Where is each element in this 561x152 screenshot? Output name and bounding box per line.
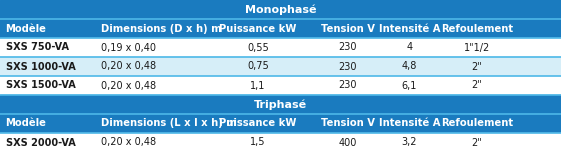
Text: SXS 750-VA: SXS 750-VA (6, 43, 68, 52)
Text: 2": 2" (471, 138, 482, 147)
Bar (0, 57, 561, 76)
Text: Intensité A: Intensité A (379, 119, 440, 128)
Text: 1"1/2: 1"1/2 (464, 43, 490, 52)
Text: 400: 400 (339, 138, 357, 147)
Text: Tension V: Tension V (321, 119, 375, 128)
Text: 1,5: 1,5 (250, 138, 266, 147)
Text: 2": 2" (471, 62, 482, 71)
Text: 230: 230 (339, 81, 357, 90)
Text: Puissance kW: Puissance kW (219, 119, 297, 128)
Text: 0,19 x 0,40: 0,19 x 0,40 (101, 43, 156, 52)
Bar (0, 76, 561, 95)
Text: Triphasé: Triphasé (254, 99, 307, 110)
Text: Tension V: Tension V (321, 24, 375, 33)
Text: 1,1: 1,1 (250, 81, 266, 90)
Text: Puissance kW: Puissance kW (219, 24, 297, 33)
Bar (0, 19, 561, 38)
Text: Monophasé: Monophasé (245, 4, 316, 15)
Text: 3,2: 3,2 (402, 138, 417, 147)
Text: 4: 4 (407, 43, 412, 52)
Text: Dimensions (L x l x h) m: Dimensions (L x l x h) m (101, 119, 237, 128)
Text: 0,75: 0,75 (247, 62, 269, 71)
Text: Intensité A: Intensité A (379, 24, 440, 33)
Text: 0,20 x 0,48: 0,20 x 0,48 (101, 138, 156, 147)
Text: Modèle: Modèle (6, 24, 47, 33)
Bar (0, 114, 561, 133)
Bar (0, 0, 561, 19)
Bar (0, 95, 561, 114)
Text: Refoulement: Refoulement (441, 119, 513, 128)
Text: 0,55: 0,55 (247, 43, 269, 52)
Text: SXS 1500-VA: SXS 1500-VA (6, 81, 75, 90)
Text: SXS 1000-VA: SXS 1000-VA (6, 62, 75, 71)
Text: Refoulement: Refoulement (441, 24, 513, 33)
Text: SXS 2000-VA: SXS 2000-VA (6, 138, 75, 147)
Text: 6,1: 6,1 (402, 81, 417, 90)
Text: 0,20 x 0,48: 0,20 x 0,48 (101, 62, 156, 71)
Bar (0, 133, 561, 152)
Text: 230: 230 (339, 62, 357, 71)
Bar (0, 38, 561, 57)
Text: 4,8: 4,8 (402, 62, 417, 71)
Text: 2": 2" (471, 81, 482, 90)
Text: Modèle: Modèle (6, 119, 47, 128)
Text: 0,20 x 0,48: 0,20 x 0,48 (101, 81, 156, 90)
Text: 230: 230 (339, 43, 357, 52)
Text: Dimensions (D x h) m: Dimensions (D x h) m (101, 24, 222, 33)
